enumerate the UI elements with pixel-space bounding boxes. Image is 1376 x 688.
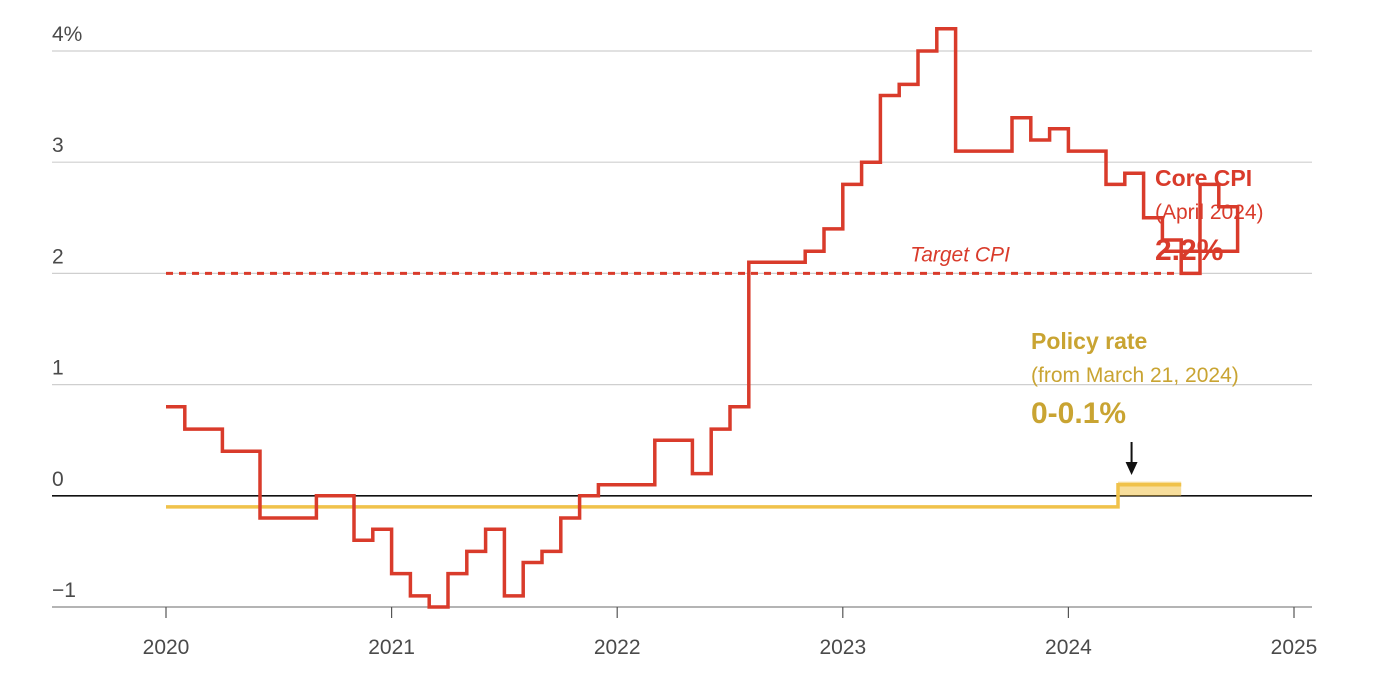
y-tick-label: 2 <box>52 245 64 268</box>
y-tick-label: 0 <box>52 468 64 491</box>
policy-label-value: 0-0.1% <box>1031 397 1126 430</box>
target-cpi-label: Target CPI <box>910 243 1010 266</box>
annotations: Core CPI (April 2024) 2.2% Policy rate (… <box>910 165 1264 475</box>
x-tick-label: 2024 <box>1045 636 1092 659</box>
y-tick-label: 4% <box>52 23 82 46</box>
core-cpi-line <box>166 27 1240 609</box>
x-tick-label: 2025 <box>1271 636 1318 659</box>
policy-label-subtitle: (from March 21, 2024) <box>1031 364 1239 387</box>
x-tick-label: 2023 <box>819 636 866 659</box>
cpi-label-value: 2.2% <box>1155 234 1223 267</box>
y-tick-label: 1 <box>52 357 64 380</box>
cpi-label-title: Core CPI <box>1155 165 1252 191</box>
cpi-label-subtitle: (April 2024) <box>1155 201 1264 224</box>
x-tick-label: 2021 <box>368 636 415 659</box>
x-tick-label: 2020 <box>143 636 190 659</box>
y-tick-labels: 4% 3 2 1 0 −1 <box>52 23 82 602</box>
x-tick-label: 2022 <box>594 636 641 659</box>
y-tick-label: 3 <box>52 134 64 157</box>
x-axis: 2020 2021 2022 2023 2024 2025 <box>52 606 1318 659</box>
series-lines <box>166 27 1240 609</box>
y-tick-label: −1 <box>52 579 76 602</box>
policy-rate-band <box>1118 481 1182 496</box>
policy-label-title: Policy rate <box>1031 328 1147 354</box>
arrow-head <box>1125 462 1138 475</box>
policy-arrow-icon <box>1125 442 1138 475</box>
